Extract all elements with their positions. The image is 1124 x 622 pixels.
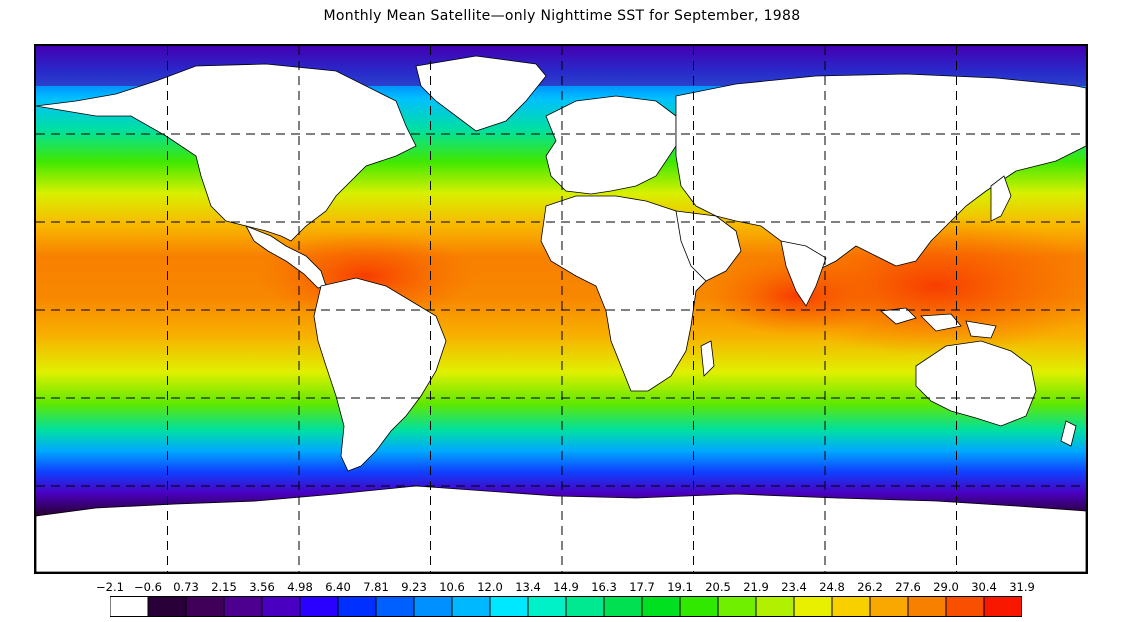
legend-swatch — [869, 596, 909, 617]
map-frame — [34, 44, 1088, 574]
legend-swatch — [793, 596, 833, 617]
legend-swatch — [679, 596, 719, 617]
legend-swatch — [603, 596, 643, 617]
legend-swatch — [641, 596, 681, 617]
legend-swatch — [413, 596, 453, 617]
color-legend-bar — [110, 596, 1022, 617]
legend-tick-label: 30.4 — [971, 580, 997, 594]
legend-swatch — [489, 596, 529, 617]
legend-tick-label: 0.73 — [173, 580, 199, 594]
legend-tick-label: 2.15 — [211, 580, 237, 594]
africa — [540, 195, 717, 392]
legend-swatch — [831, 596, 871, 617]
warm-pool-caribbean — [256, 231, 476, 321]
legend-tick-label: 29.0 — [933, 580, 959, 594]
legend-tick-label: −0.6 — [134, 580, 162, 594]
antarctica — [36, 485, 1086, 572]
legend-swatch — [565, 596, 605, 617]
legend-tick-label: 6.40 — [325, 580, 351, 594]
legend-tick-label: 24.8 — [819, 580, 845, 594]
legend-tick-label: −2.1 — [96, 580, 124, 594]
legend-swatch — [223, 596, 263, 617]
indonesia — [880, 307, 997, 339]
legend-swatch — [147, 596, 187, 617]
legend-swatch — [185, 596, 225, 617]
legend-tick-label: 23.4 — [781, 580, 807, 594]
legend-swatch — [299, 596, 339, 617]
legend-swatch — [945, 596, 985, 617]
legend-tick-label: 3.56 — [249, 580, 275, 594]
legend-tick-label: 10.6 — [439, 580, 465, 594]
legend-swatch — [337, 596, 377, 617]
legend-tick-label: 9.23 — [401, 580, 427, 594]
legend-tick-label: 12.0 — [477, 580, 503, 594]
europe — [545, 95, 677, 195]
australia — [915, 340, 1037, 427]
south-america — [313, 277, 447, 472]
legend-swatch — [110, 596, 149, 617]
legend-tick-label: 7.81 — [363, 580, 389, 594]
legend-tick-label: 27.6 — [895, 580, 921, 594]
warm-pool-indian — [706, 256, 886, 336]
legend-tick-label: 17.7 — [629, 580, 655, 594]
legend-swatch — [527, 596, 567, 617]
legend-tick-labels: −2.1 −0.6 0.73 2.15 3.56 4.98 6.40 7.81 9.23 10.6… — [0, 580, 1124, 596]
map-gridlines — [36, 46, 1086, 572]
india — [780, 240, 827, 307]
map-title: Monthly Mean Satellite—only Nighttime SS… — [323, 8, 801, 24]
legend-tick-label: 26.2 — [857, 580, 883, 594]
legend-swatch — [375, 596, 415, 617]
legend-tick-label: 4.98 — [287, 580, 313, 594]
legend-tick-label: 21.9 — [743, 580, 769, 594]
legend-tick-label: 16.3 — [591, 580, 617, 594]
legend-swatch — [261, 596, 301, 617]
sst-map — [36, 46, 1086, 572]
legend-tick-label: 13.4 — [515, 580, 541, 594]
north-america — [36, 63, 417, 242]
legend-swatch — [907, 596, 947, 617]
legend-swatch — [983, 596, 1022, 617]
legend-tick-label: 19.1 — [667, 580, 693, 594]
legend-tick-label: 14.9 — [553, 580, 579, 594]
madagascar — [700, 340, 715, 377]
japan — [990, 175, 1012, 222]
legend-swatch — [755, 596, 795, 617]
legend-tick-label: 31.9 — [1009, 580, 1035, 594]
arabia — [675, 210, 742, 282]
new-zealand — [1060, 420, 1077, 447]
legend-tick-label: 20.5 — [705, 580, 731, 594]
legend-swatch — [451, 596, 491, 617]
legend-swatch — [717, 596, 757, 617]
